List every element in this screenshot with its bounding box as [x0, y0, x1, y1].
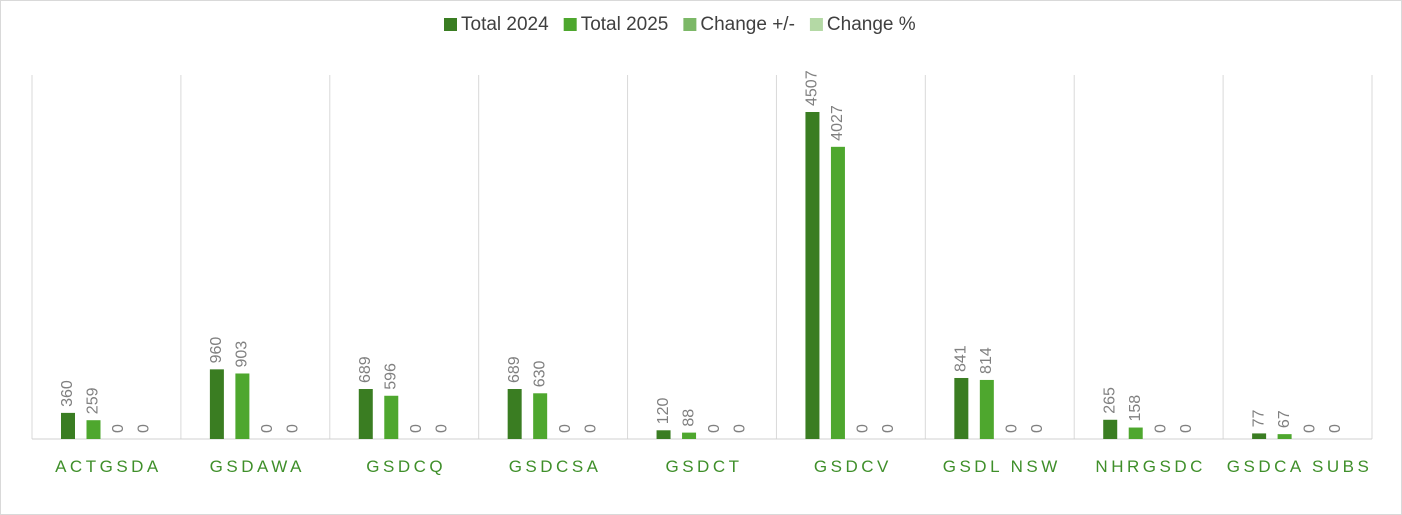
data-label: 0 [259, 424, 276, 433]
data-label: 0 [1004, 424, 1021, 433]
data-label: 158 [1127, 395, 1144, 422]
legend-swatch [563, 18, 577, 31]
data-label: 841 [953, 345, 970, 372]
data-label: 0 [1301, 424, 1318, 433]
x-tick-label: GSDCV [813, 457, 892, 476]
bar [1277, 434, 1292, 439]
data-label: 0 [1178, 424, 1195, 433]
bar [61, 412, 75, 439]
data-label: 0 [855, 424, 872, 433]
bar [507, 389, 522, 439]
bar [1103, 419, 1118, 439]
data-label: 0 [433, 424, 450, 433]
data-label: 0 [1029, 424, 1046, 433]
data-label: 0 [408, 424, 425, 433]
bar [805, 112, 820, 439]
data-label: 0 [136, 424, 153, 433]
data-label: 265 [1101, 387, 1118, 414]
x-tick-label: GSDL NSW [942, 457, 1061, 476]
bar [86, 420, 101, 439]
legend-swatch [809, 18, 823, 31]
bar [954, 377, 969, 439]
bar [533, 393, 548, 439]
legend-label: Change % [827, 14, 916, 35]
legend-label: Total 2025 [581, 14, 669, 35]
x-tick-label: NHRGSDC [1095, 457, 1206, 476]
data-label: 259 [85, 387, 102, 414]
x-tick-label: GSDCSA [508, 457, 602, 476]
data-label: 77 [1250, 410, 1267, 428]
data-label: 0 [285, 424, 302, 433]
data-label: 960 [208, 337, 225, 364]
data-label: 689 [357, 356, 374, 383]
data-label: 360 [59, 380, 76, 407]
data-label: 0 [706, 424, 723, 433]
legend-label: Change +/- [700, 14, 795, 35]
data-label: 0 [731, 424, 748, 433]
x-tick-label: GSDCQ [366, 457, 447, 476]
data-label: 67 [1276, 410, 1293, 428]
data-label: 0 [1327, 424, 1344, 433]
bar [358, 389, 373, 439]
bar [830, 146, 845, 440]
bar [1252, 433, 1267, 439]
bar [682, 432, 697, 439]
bar [209, 369, 224, 439]
x-tick-label: GSDAWA [209, 457, 305, 476]
data-label: 4027 [829, 105, 846, 141]
data-label: 4507 [804, 70, 821, 106]
bar [1128, 427, 1143, 439]
data-label: 120 [655, 397, 672, 424]
data-label: 0 [582, 424, 599, 433]
data-label: 0 [557, 424, 574, 433]
data-label: 0 [110, 424, 127, 433]
data-label: 0 [880, 424, 897, 433]
data-label: 814 [978, 347, 995, 374]
data-label: 630 [531, 360, 548, 387]
bar [979, 379, 994, 439]
data-label: 596 [382, 363, 399, 390]
bar [235, 373, 250, 439]
data-label: 689 [506, 356, 523, 383]
legend-swatch [444, 18, 457, 31]
x-tick-label: ACTGSDA [55, 457, 162, 476]
data-label: 0 [1152, 424, 1169, 433]
legend-label: Total 2024 [461, 14, 549, 35]
x-tick-label: GSDCT [665, 457, 743, 476]
bar [384, 395, 399, 439]
data-label: 903 [234, 341, 251, 368]
bar [656, 430, 671, 439]
x-tick-label: GSDCA SUBS [1226, 457, 1373, 476]
data-label: 88 [680, 409, 697, 427]
legend-swatch [683, 18, 697, 31]
